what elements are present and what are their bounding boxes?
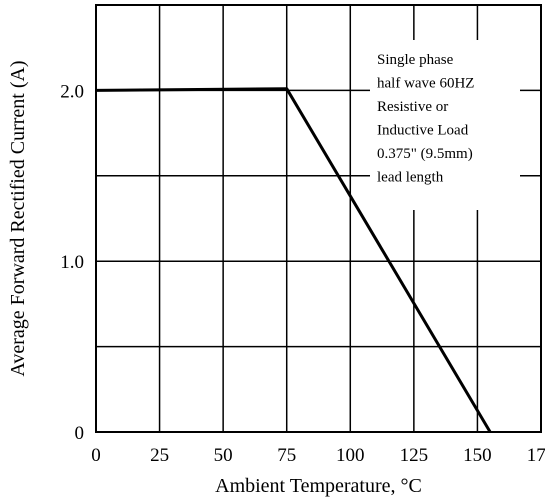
series-group [95, 87, 492, 433]
x-tick-label: 125 [400, 445, 429, 466]
annotation-line: 0.375" (9.5mm) [377, 146, 473, 162]
annotation-line: Inductive Load [377, 123, 469, 139]
x-tick-label: 150 [463, 445, 492, 466]
plot-frame [95, 4, 542, 433]
annotation-line: Resistive or [377, 99, 448, 115]
x-tick-label: 0 [91, 445, 101, 466]
annotation-text: Single phase half wave 60HZ Resistive or In… [377, 52, 474, 186]
x-tick-label: 175 [527, 445, 545, 466]
annotation-line: Single phase [377, 52, 454, 68]
annotation-line: half wave 60HZ [377, 76, 474, 92]
annotation-line: lead length [377, 170, 444, 186]
y-tick-label: 2.0 [60, 81, 84, 102]
y-tick-labels: 0 1.0 2.0 [60, 81, 84, 444]
x-tick-label: 25 [150, 445, 169, 466]
x-tick-labels: 0 25 50 75 100 125 150 175 [91, 445, 545, 466]
y-tick-label: 0 [75, 423, 85, 444]
annotation-background [370, 40, 520, 210]
x-tick-label: 75 [277, 445, 296, 466]
y-axis-label: Average Forward Rectified Current (A) [7, 60, 29, 376]
x-tick-label: 50 [214, 445, 233, 466]
x-axis-label: Ambient Temperature, °C [215, 475, 422, 497]
series-line [95, 87, 492, 433]
x-tick-label: 100 [336, 445, 365, 466]
y-tick-label: 1.0 [60, 252, 84, 273]
